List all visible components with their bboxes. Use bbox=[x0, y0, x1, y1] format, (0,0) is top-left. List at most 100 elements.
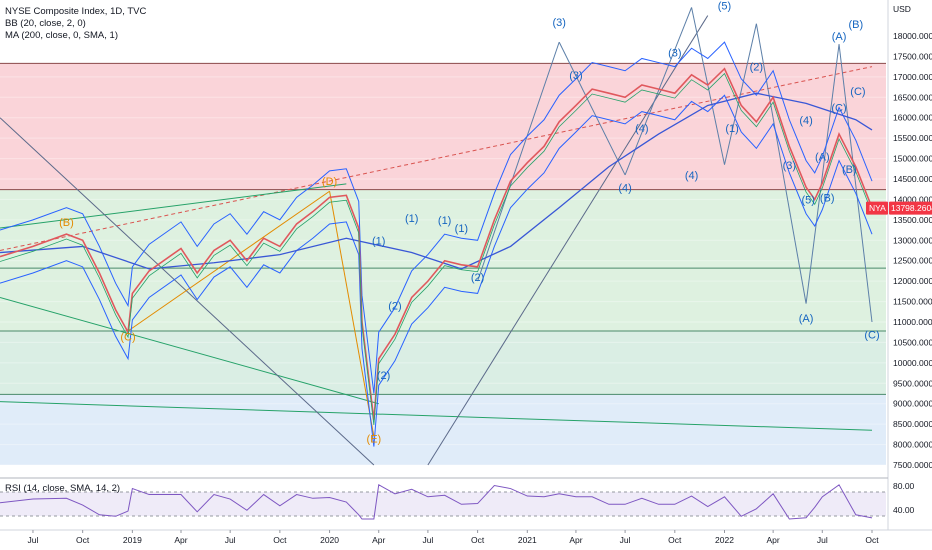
series-lines bbox=[0, 67, 873, 426]
time-tick-label: Apr bbox=[174, 535, 187, 545]
trend-green-floor bbox=[0, 401, 873, 431]
time-tick-label: Oct bbox=[76, 535, 90, 545]
time-tick-label: Apr bbox=[372, 535, 385, 545]
series-price bbox=[0, 67, 873, 421]
wave-label-21: (4) bbox=[799, 115, 812, 127]
wave-label-6: (1) bbox=[438, 215, 451, 227]
price-tick-label: 11500.0000 bbox=[893, 297, 932, 307]
trend-fan-1 bbox=[0, 117, 375, 466]
wave-label-18: (1) bbox=[725, 123, 738, 135]
wave-zig-2 bbox=[624, 7, 693, 176]
price-tick-label: 9500.0000 bbox=[893, 378, 932, 388]
wave-label-7: (1) bbox=[455, 223, 468, 235]
wave-label-28: (B) bbox=[848, 19, 863, 31]
zone-2 bbox=[0, 330, 886, 395]
badge-symbol: NYA bbox=[869, 203, 886, 213]
price-tick-label: 13000.0000 bbox=[893, 235, 932, 245]
wave-label-8: (2) bbox=[377, 370, 390, 382]
wave-label-4: (1) bbox=[372, 235, 385, 247]
time-tick-label: Jul bbox=[28, 535, 39, 545]
last-price-badge: NYA 13798.2604 bbox=[866, 201, 932, 215]
bb-upper bbox=[0, 41, 873, 394]
rsi-band-fill bbox=[0, 492, 886, 516]
horizontal-levels bbox=[0, 35, 886, 466]
wave-zig-3 bbox=[691, 7, 725, 165]
rsi-pane: 80.00 40.00 bbox=[0, 481, 915, 520]
time-tick-label: Oct bbox=[471, 535, 485, 545]
bb-label[interactable]: BB (20, close, 2, 0) bbox=[5, 18, 86, 29]
wave-label-2: (D) bbox=[322, 176, 337, 188]
trend-green-upper bbox=[0, 183, 347, 229]
wave-label-29: (C) bbox=[831, 103, 846, 115]
time-tick-label: 2019 bbox=[123, 535, 142, 545]
trend-green-lower bbox=[0, 297, 379, 405]
wave-label-3: (E) bbox=[367, 434, 382, 446]
time-tick-label: 2022 bbox=[715, 535, 734, 545]
wave-label-0: (B) bbox=[59, 217, 74, 229]
wave-label-20: (3) bbox=[783, 160, 796, 172]
wave-zig-6 bbox=[805, 44, 840, 304]
bollinger-bands bbox=[0, 41, 873, 447]
rsi-tick-label: 80.00 bbox=[893, 481, 915, 491]
wave-label-24: (A) bbox=[815, 152, 830, 164]
time-tick-label: Jul bbox=[422, 535, 433, 545]
badge-symbol-bg bbox=[866, 201, 888, 215]
rsi-line bbox=[0, 484, 873, 520]
time-tick-label: Jul bbox=[225, 535, 236, 545]
bb-lower bbox=[0, 94, 873, 447]
currency-label: USD bbox=[893, 4, 911, 14]
zone-0 bbox=[0, 63, 886, 190]
price-tick-label: 12000.0000 bbox=[893, 276, 932, 286]
time-tick-label: Jul bbox=[620, 535, 631, 545]
price-tick-label: 14000.0000 bbox=[893, 194, 932, 204]
rsi-tick-label: 40.00 bbox=[893, 505, 915, 515]
wave-label-31: (C) bbox=[864, 329, 879, 341]
wave-label-15: (4) bbox=[618, 182, 631, 194]
price-tick-label: 17000.0000 bbox=[893, 72, 932, 82]
wave-zig-7 bbox=[838, 44, 873, 323]
price-axis-ticks[interactable]: 18000.0000 17500.0000 17000.0000 16500.0000… bbox=[893, 31, 932, 470]
ma-label[interactable]: MA (200, close, 0, SMA, 1) bbox=[5, 30, 118, 41]
time-tick-label: Apr bbox=[569, 535, 582, 545]
wave-zig-0 bbox=[477, 41, 560, 282]
wave-labels: (B) (C) (D) (E) (1) (1) (1) (1) (2) (2) (2) (3) (3) (… bbox=[59, 0, 880, 445]
price-tick-label: 10500.0000 bbox=[893, 337, 932, 347]
time-tick-label: Oct bbox=[273, 535, 287, 545]
price-tick-label: 17500.0000 bbox=[893, 51, 932, 61]
trend-dashed bbox=[0, 66, 873, 251]
price-tick-label: 14500.0000 bbox=[893, 174, 932, 184]
wave-zig-4 bbox=[724, 23, 757, 165]
wave-label-17: (5) bbox=[718, 0, 731, 12]
price-tick-label: 16000.0000 bbox=[893, 113, 932, 123]
price-tick-label: 15500.0000 bbox=[893, 133, 932, 143]
wave-label-30: (C) bbox=[850, 86, 865, 98]
time-tick-label: Apr bbox=[767, 535, 780, 545]
price-tick-label: 18000.0000 bbox=[893, 31, 932, 41]
price-tick-label: 7500.0000 bbox=[893, 460, 932, 470]
wave-label-27: (B) bbox=[842, 164, 857, 176]
wave-label-10: (2) bbox=[471, 272, 484, 284]
price-tick-label: 9000.0000 bbox=[893, 399, 932, 409]
wave-label-11: (3) bbox=[552, 17, 565, 29]
time-tick-label: 2020 bbox=[320, 535, 339, 545]
zone-3 bbox=[0, 394, 886, 465]
wave-zig-5 bbox=[755, 23, 807, 304]
time-tick-label: 2021 bbox=[518, 535, 537, 545]
wave-label-16: (4) bbox=[685, 170, 698, 182]
time-axis-ticks[interactable]: Jul Oct 2019 Apr Jul Oct 2020 Apr Jul Oct 2021 Apr J… bbox=[28, 530, 880, 545]
price-tick-label: 12500.0000 bbox=[893, 256, 932, 266]
zone-1 bbox=[0, 189, 886, 331]
time-tick-label: Oct bbox=[668, 535, 682, 545]
badge-value-bg bbox=[889, 201, 932, 215]
rsi-label[interactable]: RSI (14, close, SMA, 14, 2) bbox=[5, 483, 120, 494]
time-tick-label: Jul bbox=[817, 535, 828, 545]
chart-title[interactable]: NYSE Composite Index, 1D, TVC bbox=[5, 6, 146, 17]
wave-label-26: (B) bbox=[820, 192, 835, 204]
wave-label-25: (A) bbox=[832, 31, 847, 43]
price-zones bbox=[0, 63, 886, 465]
wave-label-22: (5) bbox=[802, 195, 815, 207]
wave-label-12: (3) bbox=[569, 70, 582, 82]
wave-label-19: (2) bbox=[750, 62, 763, 74]
